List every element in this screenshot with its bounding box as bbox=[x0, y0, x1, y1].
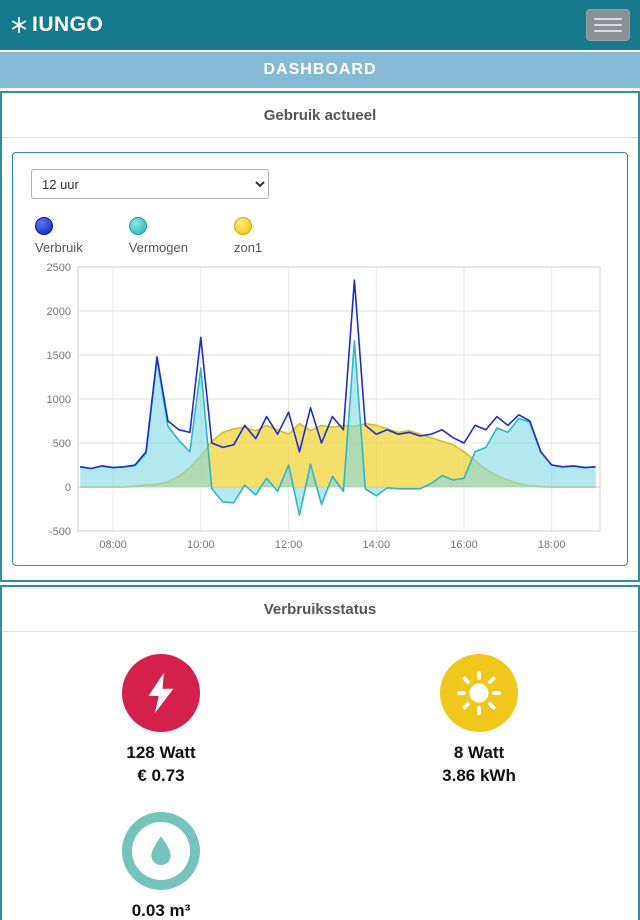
chart-box: 12 uur Verbruik Vermogen zon1 -500 0 500 10… bbox=[12, 152, 628, 566]
usage-title: Gebruik actueel bbox=[263, 107, 377, 124]
svg-text:12:00: 12:00 bbox=[275, 539, 303, 551]
svg-text:2000: 2000 bbox=[47, 306, 71, 318]
iungo-logo: IUNGO bbox=[10, 13, 103, 37]
page-title: DASHBOARD bbox=[263, 61, 377, 78]
usage-chart: -500 0 500 1000 1500 2000 2500 08:00 10:00 12:00 1… bbox=[47, 262, 601, 551]
legend-label: Vermogen bbox=[128, 240, 188, 255]
app-header: IUNGO bbox=[0, 0, 640, 50]
status-panel: Verbruiksstatus 128 Watt € 0.73 bbox=[0, 585, 640, 920]
dashboard-bar: DASHBOARD bbox=[0, 50, 640, 88]
water-drop-icon bbox=[122, 811, 200, 890]
zon1-color-dot bbox=[233, 217, 252, 235]
legend-label: Verbruik bbox=[35, 240, 83, 255]
electricity-cost: € 0.73 bbox=[137, 765, 185, 785]
divider bbox=[2, 631, 638, 632]
status-item-water: 0.03 m³ bbox=[122, 811, 200, 920]
svg-text:18:00: 18:00 bbox=[538, 539, 566, 551]
logo-star-icon bbox=[11, 16, 27, 34]
svg-text:0: 0 bbox=[65, 482, 71, 494]
hamburger-icon bbox=[594, 18, 622, 20]
status-title: Verbruiksstatus bbox=[263, 601, 377, 618]
legend-label: zon1 bbox=[233, 240, 263, 255]
svg-text:10:00: 10:00 bbox=[187, 539, 215, 551]
period-select[interactable]: 12 uur bbox=[31, 169, 269, 199]
status-item-electricity: 128 Watt € 0.73 bbox=[122, 654, 200, 788]
svg-text:1500: 1500 bbox=[47, 350, 71, 362]
legend-item-zon1: zon1 bbox=[233, 217, 263, 255]
svg-text:14:00: 14:00 bbox=[363, 539, 391, 551]
svg-text:1000: 1000 bbox=[47, 394, 71, 406]
svg-text:-500: -500 bbox=[49, 526, 71, 538]
svg-text:16:00: 16:00 bbox=[450, 539, 478, 551]
svg-text:08:00: 08:00 bbox=[99, 539, 127, 551]
svg-text:2500: 2500 bbox=[47, 262, 71, 274]
legend-item-vermogen: Vermogen bbox=[128, 217, 188, 255]
usage-panel: Gebruik actueel 12 uur Verbruik Vermogen… bbox=[0, 91, 640, 582]
legend-item-verbruik: Verbruik bbox=[35, 217, 83, 255]
logo-text: IUNGO bbox=[32, 13, 104, 36]
status-item-solar: 8 Watt 3.86 kWh bbox=[440, 654, 518, 788]
water-value: 0.03 m³ bbox=[131, 900, 191, 920]
vermogen-color-dot bbox=[128, 217, 147, 235]
status-grid: 128 Watt € 0.73 bbox=[2, 632, 638, 920]
divider bbox=[2, 137, 638, 138]
lightning-icon bbox=[122, 654, 200, 732]
svg-text:500: 500 bbox=[53, 438, 71, 450]
electricity-value: 128 Watt bbox=[126, 743, 196, 762]
chart-legend: Verbruik Vermogen zon1 bbox=[35, 217, 619, 255]
menu-button[interactable] bbox=[586, 9, 630, 41]
sun-icon bbox=[440, 654, 518, 732]
solar-value: 8 Watt bbox=[453, 743, 505, 762]
solar-energy: 3.86 kWh bbox=[442, 765, 516, 785]
verbruik-color-dot bbox=[35, 217, 53, 235]
